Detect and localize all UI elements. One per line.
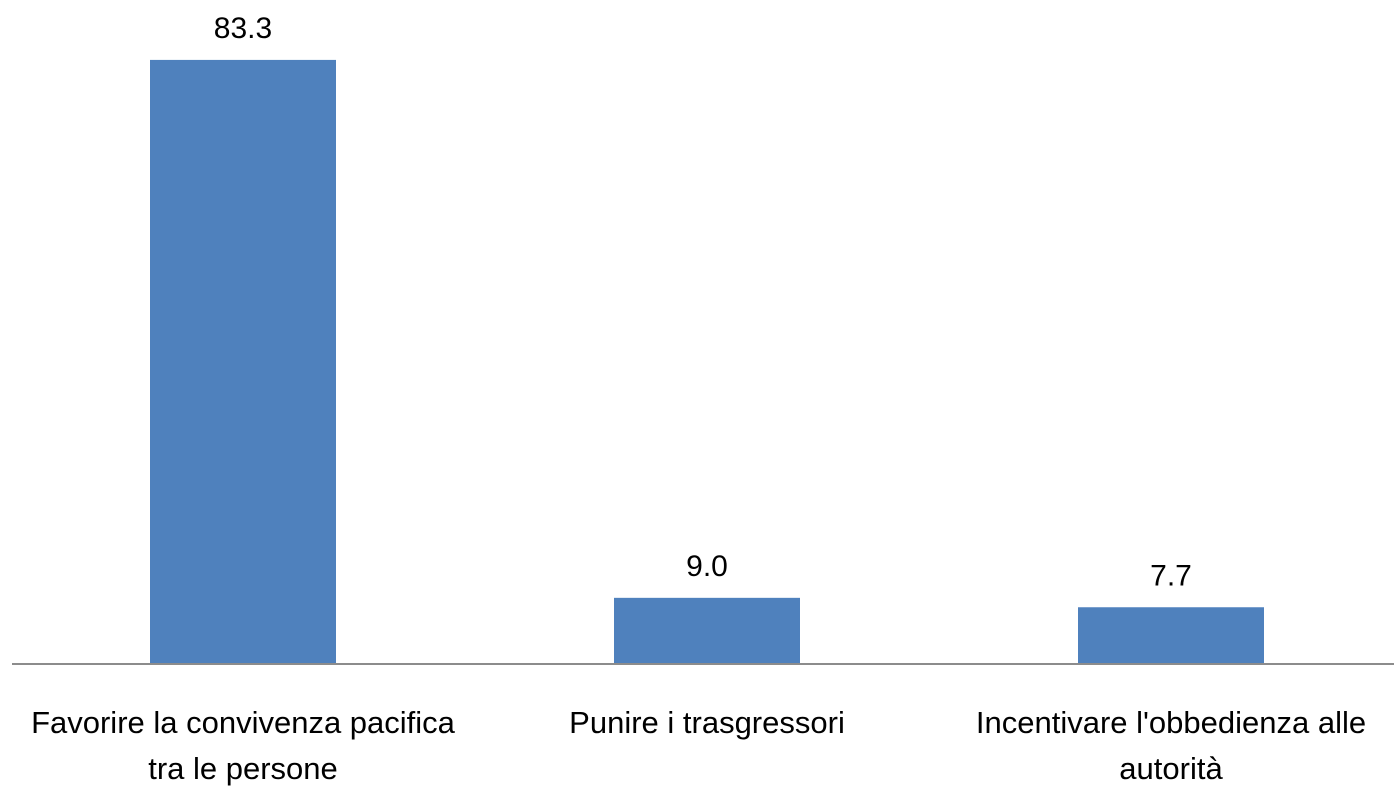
- bar: [150, 59, 336, 663]
- x-tick-label: Favorire la convivenza pacifica tra le p…: [31, 705, 455, 786]
- value-label: 83.3: [214, 12, 272, 45]
- x-tick-label: Incentivare l'obbedienza alle autorità: [975, 705, 1367, 786]
- x-tick-label: Punire i trasgressori: [569, 705, 845, 740]
- value-label: 7.7: [1150, 559, 1192, 592]
- value-label: 9.0: [686, 550, 728, 583]
- bar: [1078, 607, 1264, 663]
- bar: [614, 597, 800, 663]
